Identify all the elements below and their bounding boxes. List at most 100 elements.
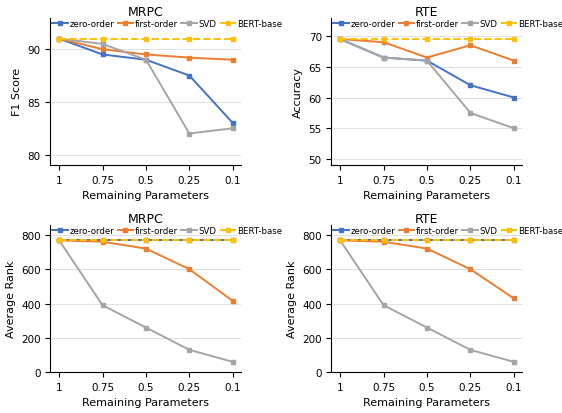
first-order <box>143 53 149 58</box>
BERT-base <box>143 238 149 243</box>
Title: RTE: RTE <box>415 212 439 225</box>
BERT-base <box>337 38 343 43</box>
SVD <box>467 111 474 116</box>
zero-order <box>380 238 387 243</box>
Y-axis label: Average Rank: Average Rank <box>287 260 297 337</box>
zero-order <box>337 38 343 43</box>
BERT-base <box>337 238 343 243</box>
BERT-base <box>56 238 62 243</box>
first-order <box>337 238 343 243</box>
BERT-base <box>467 238 474 243</box>
zero-order <box>229 238 236 243</box>
BERT-base <box>99 238 106 243</box>
SVD <box>467 347 474 352</box>
Title: MRPC: MRPC <box>128 5 164 19</box>
X-axis label: Remaining Parameters: Remaining Parameters <box>83 397 210 408</box>
zero-order <box>467 83 474 88</box>
Legend: zero-order, first-order, SVD, BERT-base: zero-order, first-order, SVD, BERT-base <box>52 227 282 236</box>
BERT-base <box>467 38 474 43</box>
SVD <box>143 58 149 63</box>
BERT-base <box>380 238 387 243</box>
SVD <box>424 59 430 64</box>
first-order <box>380 40 387 45</box>
Line: first-order: first-order <box>57 37 235 63</box>
BERT-base <box>424 238 430 243</box>
SVD <box>186 347 193 352</box>
Line: zero-order: zero-order <box>57 238 235 243</box>
Title: RTE: RTE <box>415 5 439 19</box>
Line: first-order: first-order <box>57 238 235 304</box>
BERT-base <box>424 38 430 43</box>
Line: BERT-base: BERT-base <box>57 238 235 243</box>
zero-order <box>467 238 474 243</box>
SVD <box>510 126 517 131</box>
SVD <box>229 359 236 364</box>
BERT-base <box>186 238 193 243</box>
first-order <box>186 56 193 61</box>
zero-order <box>186 238 193 243</box>
SVD <box>99 42 106 47</box>
SVD <box>56 37 62 42</box>
zero-order <box>99 238 106 243</box>
SVD <box>99 303 106 308</box>
Y-axis label: F1 Score: F1 Score <box>12 68 22 116</box>
first-order <box>229 299 236 304</box>
zero-order <box>186 74 193 79</box>
X-axis label: Remaining Parameters: Remaining Parameters <box>364 397 491 408</box>
SVD <box>56 238 62 243</box>
first-order <box>424 247 430 252</box>
SVD <box>337 238 343 243</box>
Line: SVD: SVD <box>57 37 235 137</box>
SVD <box>380 303 387 308</box>
Y-axis label: Average Rank: Average Rank <box>6 260 16 337</box>
first-order <box>56 238 62 243</box>
first-order <box>510 296 517 301</box>
X-axis label: Remaining Parameters: Remaining Parameters <box>83 191 210 201</box>
first-order <box>510 59 517 64</box>
zero-order <box>424 238 430 243</box>
X-axis label: Remaining Parameters: Remaining Parameters <box>364 191 491 201</box>
first-order <box>467 44 474 49</box>
zero-order <box>143 238 149 243</box>
BERT-base <box>510 38 517 43</box>
first-order <box>99 47 106 52</box>
Line: zero-order: zero-order <box>338 238 516 243</box>
SVD <box>380 56 387 61</box>
zero-order <box>229 121 236 126</box>
SVD <box>510 359 517 364</box>
Line: BERT-base: BERT-base <box>338 238 516 243</box>
Legend: zero-order, first-order, SVD, BERT-base: zero-order, first-order, SVD, BERT-base <box>333 20 562 29</box>
zero-order <box>337 238 343 243</box>
Line: zero-order: zero-order <box>338 38 516 101</box>
Y-axis label: Accuracy: Accuracy <box>293 67 303 118</box>
Legend: zero-order, first-order, SVD, BERT-base: zero-order, first-order, SVD, BERT-base <box>52 20 282 29</box>
BERT-base <box>229 238 236 243</box>
BERT-base <box>143 37 149 42</box>
SVD <box>186 132 193 137</box>
Line: zero-order: zero-order <box>57 37 235 126</box>
zero-order <box>56 238 62 243</box>
zero-order <box>56 37 62 42</box>
first-order <box>186 267 193 272</box>
zero-order <box>424 59 430 64</box>
BERT-base <box>99 37 106 42</box>
Title: MRPC: MRPC <box>128 212 164 225</box>
first-order <box>337 38 343 43</box>
zero-order <box>380 56 387 61</box>
BERT-base <box>229 37 236 42</box>
zero-order <box>510 238 517 243</box>
SVD <box>337 38 343 43</box>
first-order <box>99 240 106 244</box>
Line: SVD: SVD <box>338 38 516 131</box>
Line: first-order: first-order <box>338 238 516 301</box>
Line: first-order: first-order <box>338 38 516 64</box>
first-order <box>424 56 430 61</box>
BERT-base <box>510 238 517 243</box>
SVD <box>143 325 149 330</box>
Line: SVD: SVD <box>338 238 516 364</box>
BERT-base <box>56 37 62 42</box>
first-order <box>56 37 62 42</box>
BERT-base <box>380 38 387 43</box>
SVD <box>424 325 430 330</box>
BERT-base <box>186 37 193 42</box>
